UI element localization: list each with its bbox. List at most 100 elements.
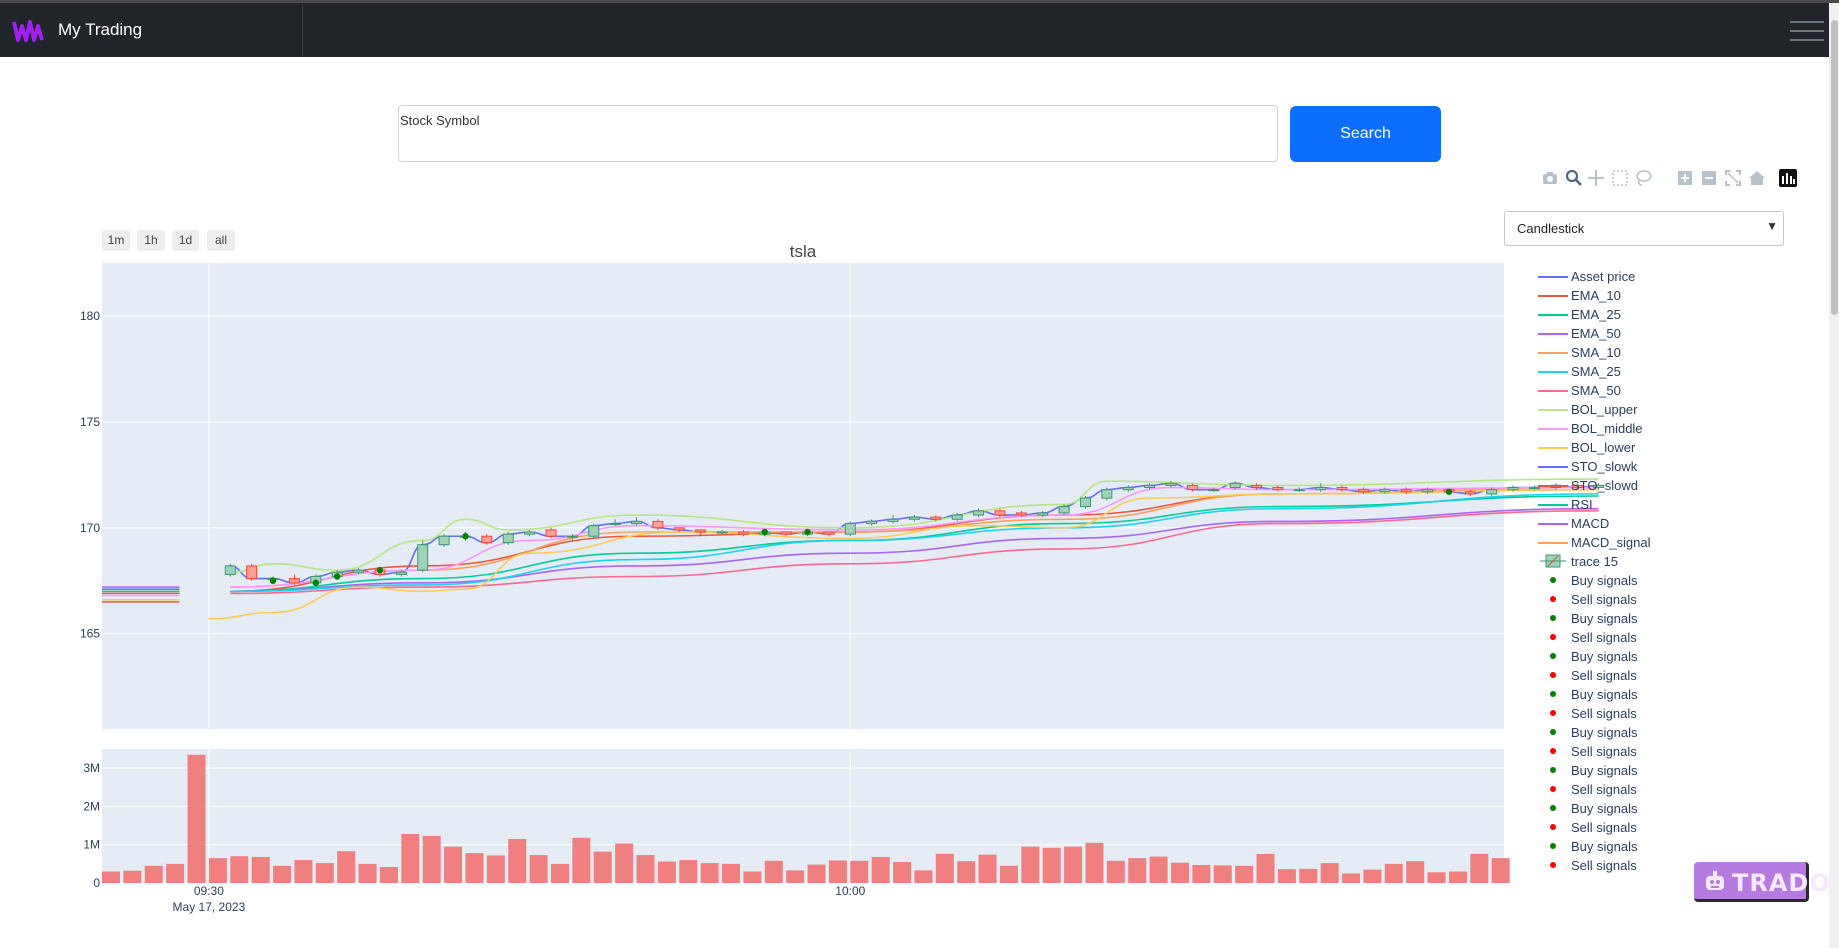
legend-item[interactable]: RSI [1530, 495, 1730, 514]
legend-item[interactable]: BOL_middle [1530, 419, 1730, 438]
autoscale-icon[interactable] [1723, 168, 1743, 188]
buy-signal-marker [761, 528, 768, 536]
camera-icon[interactable] [1540, 168, 1560, 188]
candle-body [545, 529, 557, 537]
candle-body [930, 516, 942, 520]
range-button-1m[interactable]: 1m [102, 230, 130, 251]
legend-item[interactable]: BOL_upper [1530, 400, 1730, 419]
legend-item[interactable]: Buy signals [1530, 837, 1730, 856]
legend-item[interactable]: EMA_50 [1530, 324, 1730, 343]
legend-item[interactable]: Sell signals [1530, 628, 1730, 647]
candle-body [1400, 489, 1412, 493]
legend-item[interactable]: EMA_25 [1530, 305, 1730, 324]
volume-bar [230, 856, 249, 883]
volume-bar [1149, 856, 1168, 883]
legend-label: Buy signals [1571, 573, 1638, 588]
legend-item[interactable]: Buy signals [1530, 647, 1730, 666]
legend-label: Buy signals [1571, 725, 1638, 740]
search-field[interactable]: Stock Symbol [398, 105, 1278, 162]
legend-dot-swatch [1550, 596, 1556, 602]
legend-item[interactable]: Sell signals [1530, 742, 1730, 761]
lasso-icon[interactable] [1634, 168, 1654, 188]
legend-item[interactable]: STO_slowk [1530, 457, 1730, 476]
zoom-out-icon[interactable] [1699, 168, 1719, 188]
candle-body [1186, 484, 1198, 491]
legend-item[interactable]: BOL_lower [1530, 438, 1730, 457]
volume-bar [1406, 861, 1425, 883]
volume-bar [422, 835, 441, 883]
legend-item[interactable]: Buy signals [1530, 609, 1730, 628]
volume-bar [1256, 853, 1275, 883]
candle-body [1272, 487, 1284, 491]
logo-icon[interactable] [12, 16, 44, 46]
price-plot-area[interactable] [102, 263, 1504, 729]
legend-item[interactable]: MACD [1530, 514, 1730, 533]
legend-label: Buy signals [1571, 687, 1638, 702]
volume-bar [144, 865, 163, 883]
range-button-all[interactable]: all [207, 230, 235, 251]
buy-signal-marker [269, 577, 277, 584]
candle-body [524, 531, 536, 535]
candle-body [438, 535, 450, 546]
app-title[interactable]: My Trading [58, 20, 143, 39]
stock-symbol-input[interactable] [399, 130, 1275, 160]
plotly-logo-icon[interactable] [1778, 168, 1798, 188]
legend-item[interactable]: Buy signals [1530, 799, 1730, 818]
legend-dot-swatch [1550, 653, 1556, 659]
reset-axes-icon[interactable] [1747, 168, 1767, 188]
legend-line-swatch [1538, 428, 1568, 430]
buy-signal-marker [1445, 488, 1453, 495]
legend-item[interactable]: trace 15 [1530, 552, 1730, 571]
candle-body [1571, 484, 1583, 489]
candle-body [1208, 489, 1220, 492]
legend-item[interactable]: Asset price [1530, 267, 1730, 286]
zoom-in-icon[interactable] [1675, 168, 1695, 188]
legend-item[interactable]: SMA_10 [1530, 343, 1730, 362]
price-tick-label: 180 [80, 309, 100, 323]
legend-label: STO_slowd [1571, 478, 1638, 493]
legend-item[interactable]: Buy signals [1530, 761, 1730, 780]
scrollbar-thumb[interactable] [1831, 20, 1838, 315]
buy-signal-marker [462, 533, 469, 540]
trado-badge[interactable]: TRADO [1694, 862, 1830, 902]
legend-label: MACD [1571, 516, 1610, 531]
candle-body [481, 535, 493, 544]
legend-item[interactable]: Buy signals [1530, 685, 1730, 704]
legend-item[interactable]: Sell signals [1530, 818, 1730, 837]
legend-item[interactable]: Sell signals [1530, 590, 1730, 609]
volume-bar [1021, 846, 1040, 883]
legend-item[interactable]: Sell signals [1530, 704, 1730, 723]
legend-item[interactable]: EMA_10 [1530, 286, 1730, 305]
legend-item[interactable]: Sell signals [1530, 856, 1730, 875]
box-select-icon[interactable] [1610, 168, 1630, 188]
volume-bar [636, 855, 655, 883]
range-button-1d[interactable]: 1d [172, 230, 199, 251]
legend-item[interactable]: Buy signals [1530, 571, 1730, 590]
volume-bar [1427, 872, 1446, 883]
zoom-icon[interactable] [1564, 168, 1584, 188]
legend-dot-swatch [1550, 862, 1556, 868]
chevron-down-icon[interactable]: ▼ [1766, 219, 1778, 233]
legend-item[interactable]: MACD_signal [1530, 533, 1730, 552]
candle-body [780, 531, 792, 535]
legend-item[interactable]: Sell signals [1530, 666, 1730, 685]
volume-bar [871, 856, 890, 883]
search-button[interactable]: Search [1290, 106, 1441, 162]
legend-item[interactable]: SMA_50 [1530, 381, 1730, 400]
volume-bar [978, 854, 997, 883]
legend-item[interactable]: STO_slowd [1530, 476, 1730, 495]
volume-bar [1042, 847, 1061, 883]
candle-body [1507, 487, 1519, 491]
legend-item[interactable]: SMA_25 [1530, 362, 1730, 381]
pan-icon[interactable] [1586, 168, 1606, 188]
chart-type-dropdown[interactable]: Candlestick ▼ [1504, 211, 1784, 246]
range-button-1h[interactable]: 1h [137, 230, 165, 251]
legend-item[interactable]: Sell signals [1530, 780, 1730, 799]
volume-bar [679, 860, 698, 883]
legend-dot-swatch [1550, 691, 1556, 697]
hamburger-menu-icon[interactable] [1788, 17, 1826, 45]
legend-dot-swatch [1550, 843, 1556, 849]
page-scrollbar[interactable] [1829, 3, 1839, 948]
legend-item[interactable]: Buy signals [1530, 723, 1730, 742]
